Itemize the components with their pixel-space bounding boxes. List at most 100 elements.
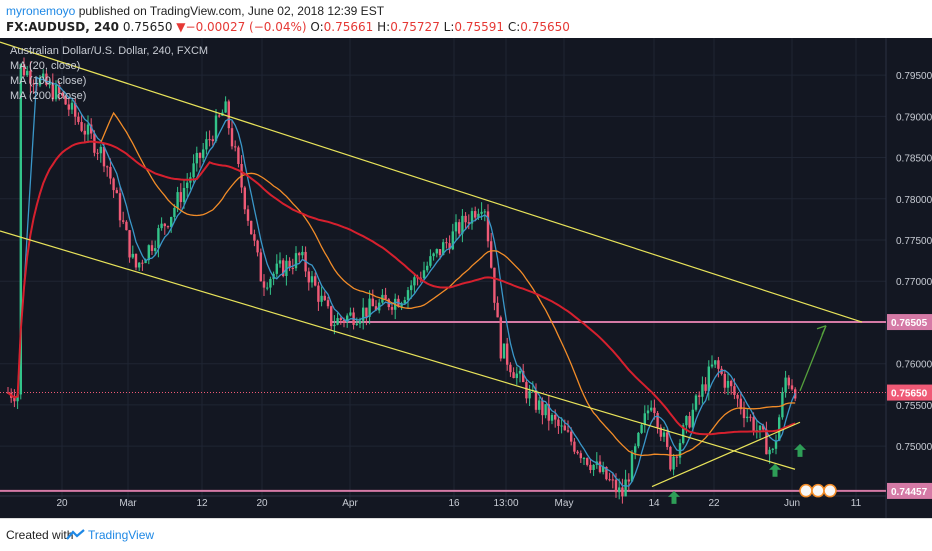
candle-body bbox=[176, 192, 179, 208]
candle-body bbox=[669, 446, 672, 470]
candle-body bbox=[691, 409, 694, 428]
open-label: O: bbox=[310, 20, 324, 34]
candle-body bbox=[243, 187, 246, 210]
candle-body bbox=[672, 456, 675, 470]
candle-body bbox=[390, 307, 394, 310]
candle-body bbox=[13, 397, 16, 402]
candle-body bbox=[99, 146, 102, 154]
candle-body bbox=[259, 252, 262, 282]
price-chart[interactable]: 0.79500 0.79000 0.78500 0.78000 0.77500 0.770… bbox=[0, 38, 932, 518]
candle-body bbox=[170, 216, 173, 227]
candle-body bbox=[515, 373, 518, 379]
candle-body bbox=[589, 464, 592, 470]
candle-body bbox=[211, 139, 214, 142]
candle-body bbox=[774, 440, 778, 449]
candle-body bbox=[714, 360, 717, 365]
candle-body bbox=[550, 414, 554, 421]
event-marker-icon[interactable] bbox=[799, 483, 813, 498]
candle-body bbox=[115, 190, 118, 194]
candle-body bbox=[160, 223, 163, 229]
candle-body bbox=[493, 267, 496, 303]
candle-body bbox=[762, 425, 765, 430]
candle-body bbox=[339, 318, 342, 321]
candle-body bbox=[51, 82, 54, 100]
candle-body bbox=[336, 318, 339, 325]
candle-body bbox=[413, 277, 416, 286]
y-tick-label: 0.77000 bbox=[896, 277, 932, 288]
candle-body bbox=[317, 285, 320, 302]
legend-ma200[interactable]: MA (200, close) bbox=[10, 90, 87, 102]
candle-body bbox=[464, 215, 467, 223]
y-tick-label: 0.77500 bbox=[896, 236, 932, 247]
legend-ma20[interactable]: MA (20, close) bbox=[10, 60, 81, 72]
candle-body bbox=[349, 312, 352, 316]
candle-body bbox=[314, 276, 317, 286]
candle-body bbox=[538, 400, 541, 410]
candle-body bbox=[307, 271, 310, 283]
candle-body bbox=[294, 253, 298, 269]
candle-body bbox=[662, 432, 666, 437]
candle-body bbox=[157, 228, 160, 249]
candle-body bbox=[230, 128, 234, 147]
candle-body bbox=[179, 192, 182, 203]
candle-body bbox=[768, 449, 771, 455]
candle-body bbox=[86, 124, 90, 135]
candle-body bbox=[710, 364, 714, 367]
candle-body bbox=[483, 211, 486, 213]
candle-body bbox=[77, 116, 80, 123]
candle-body bbox=[576, 451, 579, 454]
candle-body bbox=[739, 398, 742, 410]
tradingview-link[interactable]: TradingView bbox=[88, 528, 155, 542]
chart-legend: Australian Dollar/U.S. Dollar, 240, FXCM… bbox=[10, 44, 208, 104]
candle-body bbox=[262, 281, 266, 288]
candle-body bbox=[554, 414, 557, 420]
candle-body bbox=[138, 262, 141, 268]
x-tick-label: Jun bbox=[784, 498, 800, 509]
candle-body bbox=[630, 452, 634, 482]
candle-body bbox=[499, 317, 502, 359]
candle-body bbox=[563, 425, 566, 431]
candle-body bbox=[278, 260, 282, 264]
candle-body bbox=[326, 300, 330, 307]
event-marker-icon[interactable] bbox=[811, 483, 825, 498]
x-tick-label: 20 bbox=[56, 498, 68, 509]
candle-body bbox=[435, 249, 438, 254]
candle-body bbox=[726, 380, 730, 388]
candle-body bbox=[355, 323, 358, 325]
candle-body bbox=[67, 104, 70, 110]
candle-body bbox=[573, 441, 576, 452]
x-tick-label: 16 bbox=[448, 498, 460, 509]
candle-body bbox=[70, 102, 74, 110]
high-value: 0.75727 bbox=[390, 20, 440, 34]
legend-ma100[interactable]: MA (100, close) bbox=[10, 75, 87, 87]
x-tick-label: 22 bbox=[708, 498, 720, 509]
candle-body bbox=[730, 380, 733, 387]
candle-body bbox=[707, 366, 710, 391]
candle-body bbox=[582, 458, 586, 460]
candle-body bbox=[22, 64, 26, 76]
author-link[interactable]: myronemoyo bbox=[6, 4, 76, 18]
candle-body bbox=[723, 373, 726, 388]
candle-body bbox=[29, 70, 32, 84]
candle-body bbox=[746, 416, 749, 419]
candle-body bbox=[368, 298, 371, 317]
candle-body bbox=[490, 241, 493, 268]
candle-body bbox=[58, 84, 61, 94]
candle-body bbox=[131, 253, 134, 258]
candle-body bbox=[150, 245, 154, 251]
candle-body bbox=[522, 370, 525, 383]
candle-body bbox=[602, 466, 605, 472]
y-tick-label: 0.78000 bbox=[896, 195, 932, 206]
candle-body bbox=[790, 385, 794, 390]
candle-body bbox=[506, 343, 509, 365]
up-arrow-icon bbox=[794, 443, 806, 457]
candle-body bbox=[365, 307, 368, 317]
candle-body bbox=[525, 382, 528, 399]
event-marker-icon[interactable] bbox=[823, 483, 837, 498]
candle-body bbox=[614, 479, 618, 493]
candle-body bbox=[48, 82, 51, 85]
candle-body bbox=[333, 324, 336, 327]
candle-body bbox=[83, 130, 86, 135]
candle-body bbox=[310, 276, 314, 283]
x-tick-label: May bbox=[555, 498, 574, 509]
